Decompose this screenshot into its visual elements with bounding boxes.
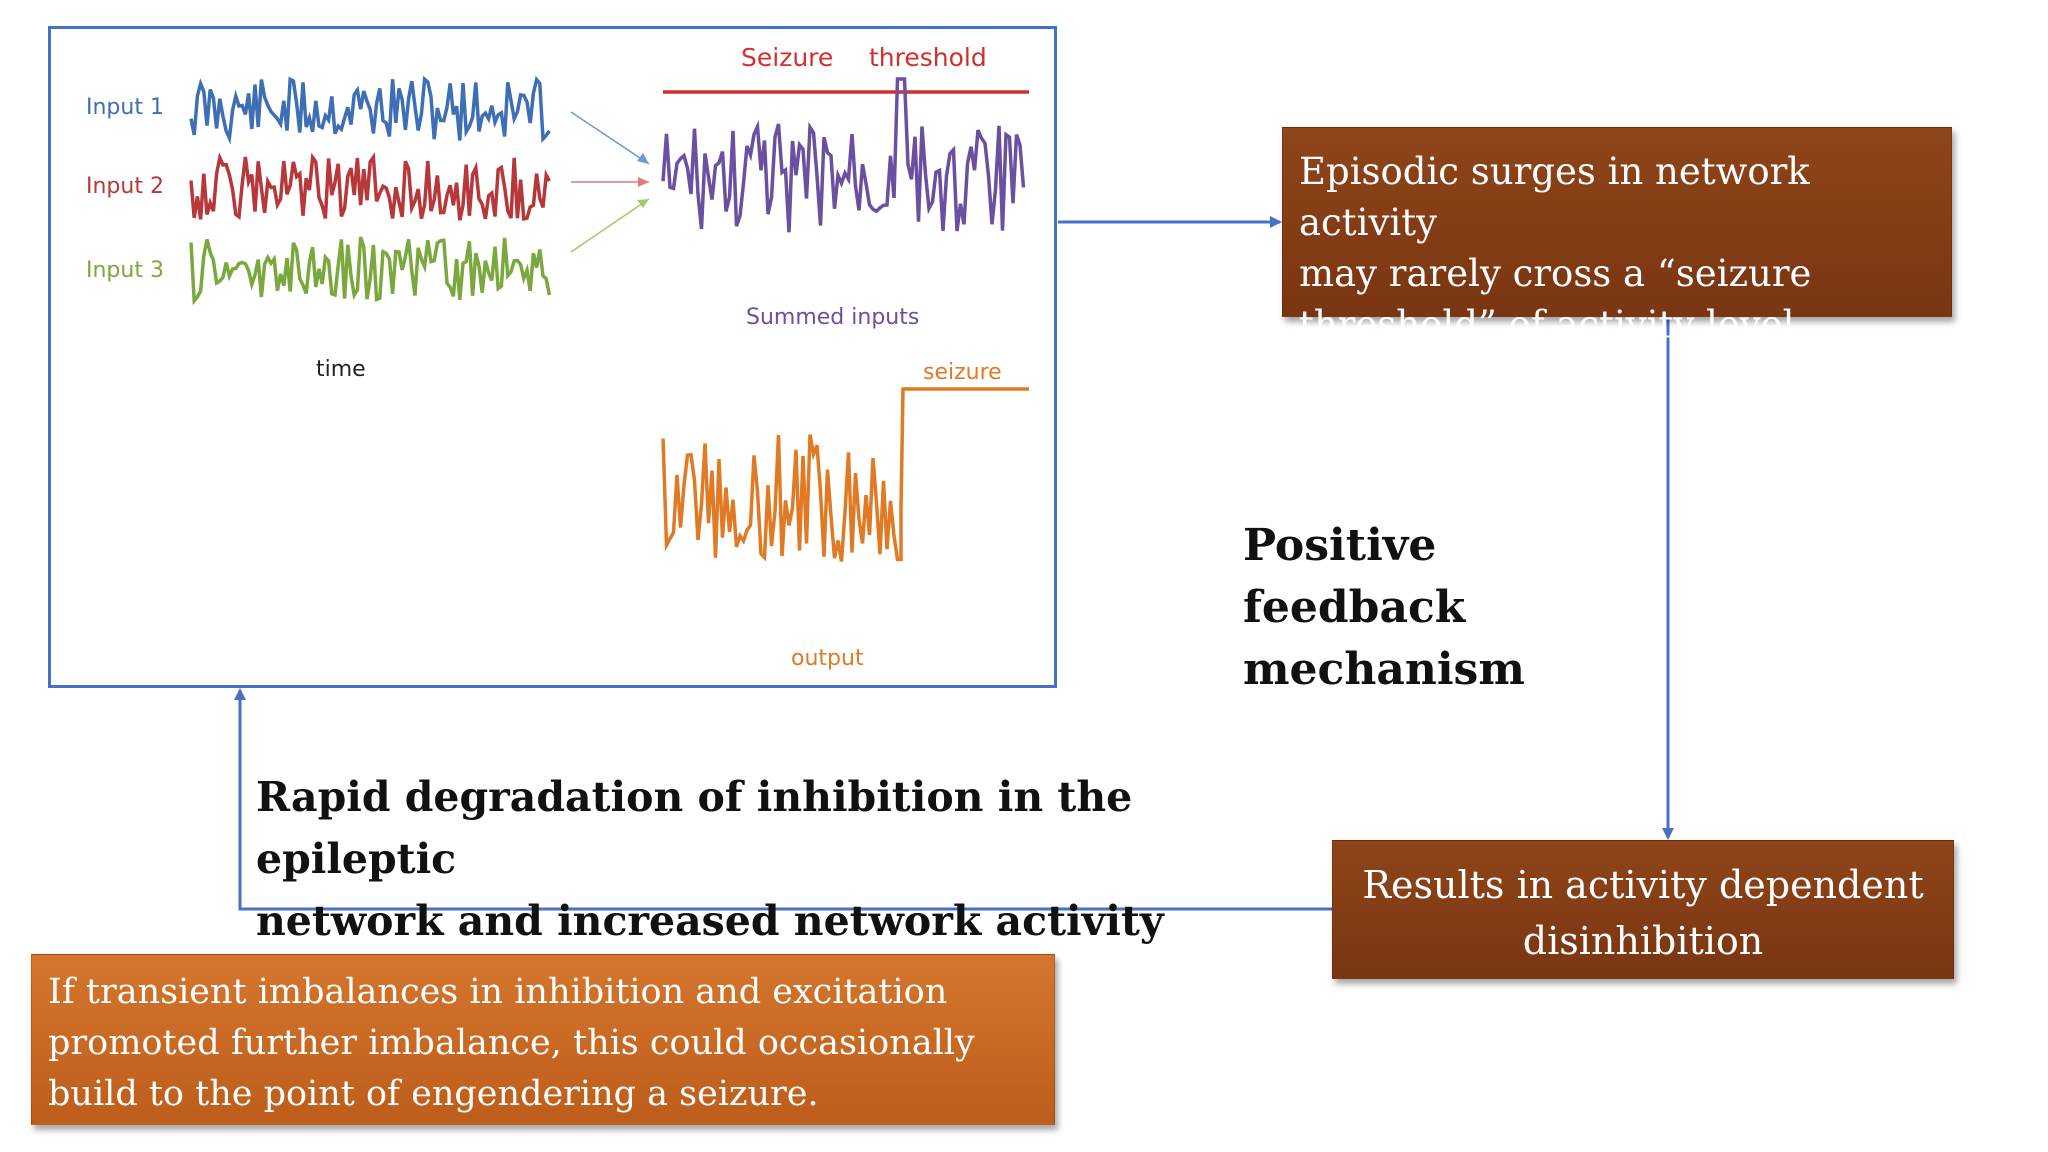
arrow-results-to-figure [234, 688, 1332, 911]
disinhibition-box: Results in activity dependent disinhibit… [1332, 840, 1954, 979]
positive-feedback-line-1: Positive feedback [1243, 520, 1466, 633]
threshold-word: threshold [869, 43, 987, 72]
imbalance-line-1: If transient imbalances in inhibition an… [48, 972, 948, 1012]
input3-trace [189, 236, 552, 306]
signal-figure-panel: Input 1 Input 2 Input 3 Seizure threshol… [48, 26, 1057, 688]
episodic-line-2: may rarely cross a “seizure [1299, 252, 1812, 295]
arrow-input3-to-sum [570, 198, 650, 253]
output-trace [661, 387, 1029, 562]
arrow-input1-to-sum [570, 111, 650, 165]
input1-trace [189, 75, 551, 145]
output-label: output [791, 646, 864, 671]
rapid-degradation-label: Rapid degradation of inhibition in the e… [256, 766, 1306, 952]
results-line-1: Results in activity dependent [1362, 863, 1924, 907]
input3-label: Input 3 [86, 258, 164, 283]
imbalance-line-3: build to the point of engendering a seiz… [48, 1074, 819, 1114]
rapid-degradation-line-2: network and increased network activity [256, 897, 1164, 945]
rapid-degradation-line-1: Rapid degradation of inhibition in the e… [256, 773, 1133, 883]
seizure-word: Seizure [741, 43, 833, 72]
input1-label: Input 1 [86, 95, 164, 120]
episodic-line-3: threshold” of activity level. [1299, 303, 1807, 346]
positive-feedback-line-2: mechanism [1243, 644, 1525, 695]
input2-label: Input 2 [86, 174, 164, 199]
seizure-label: seizure [923, 360, 1002, 385]
summed-inputs-label: Summed inputs [746, 305, 919, 330]
positive-feedback-label: Positive feedback mechanism [1243, 515, 1663, 701]
time-label: time [316, 357, 366, 382]
imbalance-line-2: promoted further imbalance, this could o… [48, 1023, 975, 1063]
input2-trace [189, 152, 551, 222]
imbalance-box: If transient imbalances in inhibition an… [31, 954, 1055, 1125]
episodic-line-1: Episodic surges in network activity [1299, 150, 1810, 244]
episodic-surges-box: Episodic surges in network activity may … [1282, 127, 1952, 346]
signal-figure: Input 1 Input 2 Input 3 Seizure threshol… [86, 43, 1029, 671]
summed-trace [661, 77, 1026, 233]
results-line-2: disinhibition [1522, 919, 1764, 963]
